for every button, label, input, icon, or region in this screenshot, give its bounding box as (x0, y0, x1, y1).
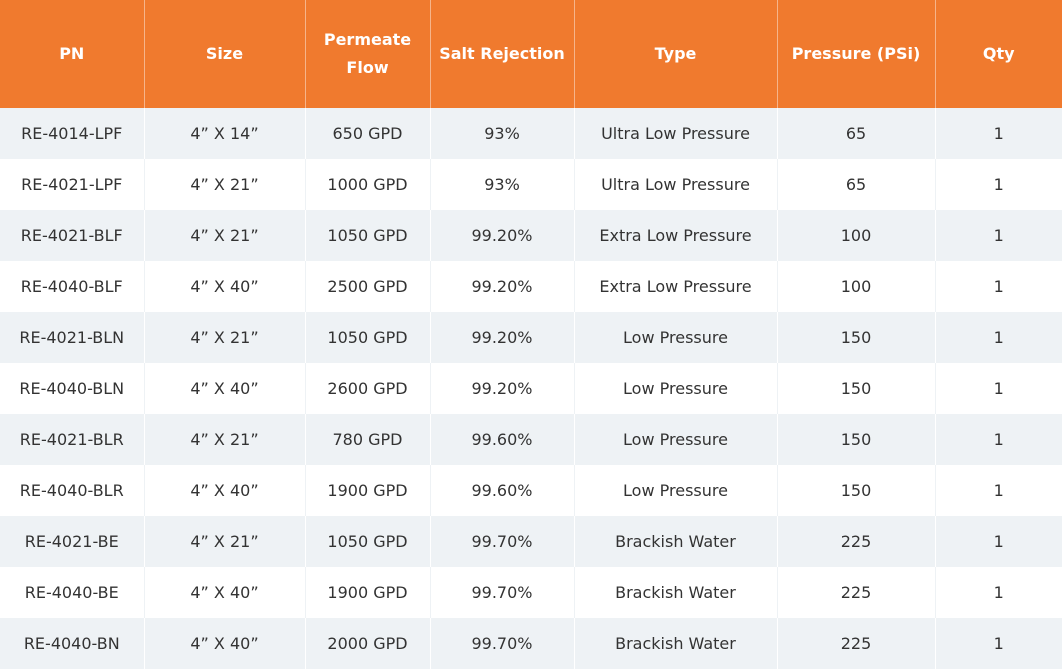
type-cell: Brackish Water (574, 618, 778, 669)
size-cell: 4” X 21” (144, 414, 306, 465)
size-cell: 4” X 40” (144, 465, 306, 516)
pressure-cell: 100 (777, 210, 936, 261)
salt-rejection-cell: 99.20% (430, 363, 575, 414)
type-cell: Brackish Water (574, 516, 778, 567)
pressure-cell: 150 (777, 363, 936, 414)
size-cell: 4” X 21” (144, 159, 306, 210)
pn-cell: RE-4040-BLN (0, 363, 145, 414)
permeate-flow-cell: 1900 GPD (305, 465, 431, 516)
type-cell: Low Pressure (574, 414, 778, 465)
table-row: RE-4021-BE 4” X 21” 1050 GPD 99.70% Brackish… (0, 516, 1062, 567)
permeate-flow-cell: 780 GPD (305, 414, 431, 465)
pn-cell: RE-4021-BLF (0, 210, 145, 261)
salt-rejection-cell: 99.70% (430, 618, 575, 669)
pressure-cell: 100 (777, 261, 936, 312)
type-cell: Low Pressure (574, 312, 778, 363)
pn-cell: RE-4021-BLR (0, 414, 145, 465)
type-cell: Extra Low Pressure (574, 261, 778, 312)
table-row: RE-4021-BLR 4” X 21” 780 GPD 99.60% Low Pres… (0, 414, 1062, 465)
size-cell: 4” X 21” (144, 516, 306, 567)
salt-rejection-cell: 93% (430, 159, 575, 210)
qty-cell: 1 (935, 516, 1062, 567)
size-cell: 4” X 40” (144, 618, 306, 669)
salt-rejection-cell: 99.60% (430, 414, 575, 465)
permeate-flow-cell: 650 GPD (305, 108, 431, 159)
permeate-flow-cell: 2500 GPD (305, 261, 431, 312)
table-row: RE-4040-BLN 4” X 40” 2600 GPD 99.20% Low Pre… (0, 363, 1062, 414)
size-cell: 4” X 21” (144, 312, 306, 363)
pressure-cell: 65 (777, 108, 936, 159)
salt-rejection-cell: 99.70% (430, 567, 575, 618)
table-row: RE-4040-BE 4” X 40” 1900 GPD 99.70% Brackish… (0, 567, 1062, 618)
pressure-cell: 225 (777, 567, 936, 618)
size-cell: 4” X 14” (144, 108, 306, 159)
qty-cell: 1 (935, 363, 1062, 414)
permeate-flow-cell: 1050 GPD (305, 516, 431, 567)
pn-cell: RE-4021-BE (0, 516, 145, 567)
qty-cell: 1 (935, 465, 1062, 516)
pressure-cell: 150 (777, 312, 936, 363)
column-header-pressure: Pressure (PSi) (777, 0, 936, 108)
pn-cell: RE-4040-BE (0, 567, 145, 618)
size-cell: 4” X 40” (144, 261, 306, 312)
table-row: RE-4014-LPF 4” X 14” 650 GPD 93% Ultra Low P… (0, 108, 1062, 159)
column-header-type: Type (574, 0, 778, 108)
type-cell: Low Pressure (574, 465, 778, 516)
qty-cell: 1 (935, 312, 1062, 363)
qty-cell: 1 (935, 108, 1062, 159)
pressure-cell: 225 (777, 618, 936, 669)
pressure-cell: 150 (777, 465, 936, 516)
pn-cell: RE-4021-BLN (0, 312, 145, 363)
salt-rejection-cell: 93% (430, 108, 575, 159)
pressure-cell: 65 (777, 159, 936, 210)
salt-rejection-cell: 99.20% (430, 312, 575, 363)
column-header-salt-rejection: Salt Rejection (430, 0, 575, 108)
type-cell: Ultra Low Pressure (574, 108, 778, 159)
column-header-pn: PN (0, 0, 145, 108)
salt-rejection-cell: 99.20% (430, 261, 575, 312)
qty-cell: 1 (935, 567, 1062, 618)
table-row: RE-4040-BLR 4” X 40” 1900 GPD 99.60% Low Pre… (0, 465, 1062, 516)
type-cell: Ultra Low Pressure (574, 159, 778, 210)
permeate-flow-cell: 1000 GPD (305, 159, 431, 210)
permeate-flow-cell: 1050 GPD (305, 312, 431, 363)
table-body: RE-4014-LPF 4” X 14” 650 GPD 93% Ultra Low P… (0, 108, 1062, 669)
table-row: RE-4021-BLF 4” X 21” 1050 GPD 99.20% Extra L… (0, 210, 1062, 261)
pressure-cell: 225 (777, 516, 936, 567)
column-header-permeate-flow: Permeate Flow (305, 0, 431, 108)
salt-rejection-cell: 99.70% (430, 516, 575, 567)
column-header-qty: Qty (935, 0, 1062, 108)
pressure-cell: 150 (777, 414, 936, 465)
qty-cell: 1 (935, 414, 1062, 465)
table-row: RE-4021-LPF 4” X 21” 1000 GPD 93% Ultra Low … (0, 159, 1062, 210)
header-row: PN Size Permeate Flow Salt Rejection Typ… (0, 0, 1062, 108)
type-cell: Extra Low Pressure (574, 210, 778, 261)
qty-cell: 1 (935, 261, 1062, 312)
salt-rejection-cell: 99.20% (430, 210, 575, 261)
table-row: RE-4021-BLN 4” X 21” 1050 GPD 99.20% Low Pre… (0, 312, 1062, 363)
size-cell: 4” X 21” (144, 210, 306, 261)
pn-cell: RE-4021-LPF (0, 159, 145, 210)
column-header-size: Size (144, 0, 306, 108)
qty-cell: 1 (935, 210, 1062, 261)
pn-cell: RE-4040-BLR (0, 465, 145, 516)
qty-cell: 1 (935, 159, 1062, 210)
table-row: RE-4040-BN 4” X 40” 2000 GPD 99.70% Brackish… (0, 618, 1062, 669)
table-row: RE-4040-BLF 4” X 40” 2500 GPD 99.20% Extra L… (0, 261, 1062, 312)
type-cell: Low Pressure (574, 363, 778, 414)
permeate-flow-cell: 2600 GPD (305, 363, 431, 414)
qty-cell: 1 (935, 618, 1062, 669)
pn-cell: RE-4040-BLF (0, 261, 145, 312)
permeate-flow-cell: 2000 GPD (305, 618, 431, 669)
type-cell: Brackish Water (574, 567, 778, 618)
pn-cell: RE-4014-LPF (0, 108, 145, 159)
permeate-flow-cell: 1050 GPD (305, 210, 431, 261)
size-cell: 4” X 40” (144, 567, 306, 618)
salt-rejection-cell: 99.60% (430, 465, 575, 516)
pn-cell: RE-4040-BN (0, 618, 145, 669)
size-cell: 4” X 40” (144, 363, 306, 414)
permeate-flow-cell: 1900 GPD (305, 567, 431, 618)
